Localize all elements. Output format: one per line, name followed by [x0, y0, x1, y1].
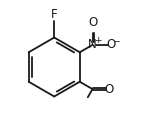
Text: F: F [51, 8, 58, 21]
Text: O: O [104, 83, 113, 96]
Text: −: − [112, 36, 120, 45]
Text: O: O [88, 16, 97, 29]
Text: +: + [94, 36, 101, 45]
Text: N: N [88, 38, 97, 51]
Text: O: O [107, 38, 116, 51]
